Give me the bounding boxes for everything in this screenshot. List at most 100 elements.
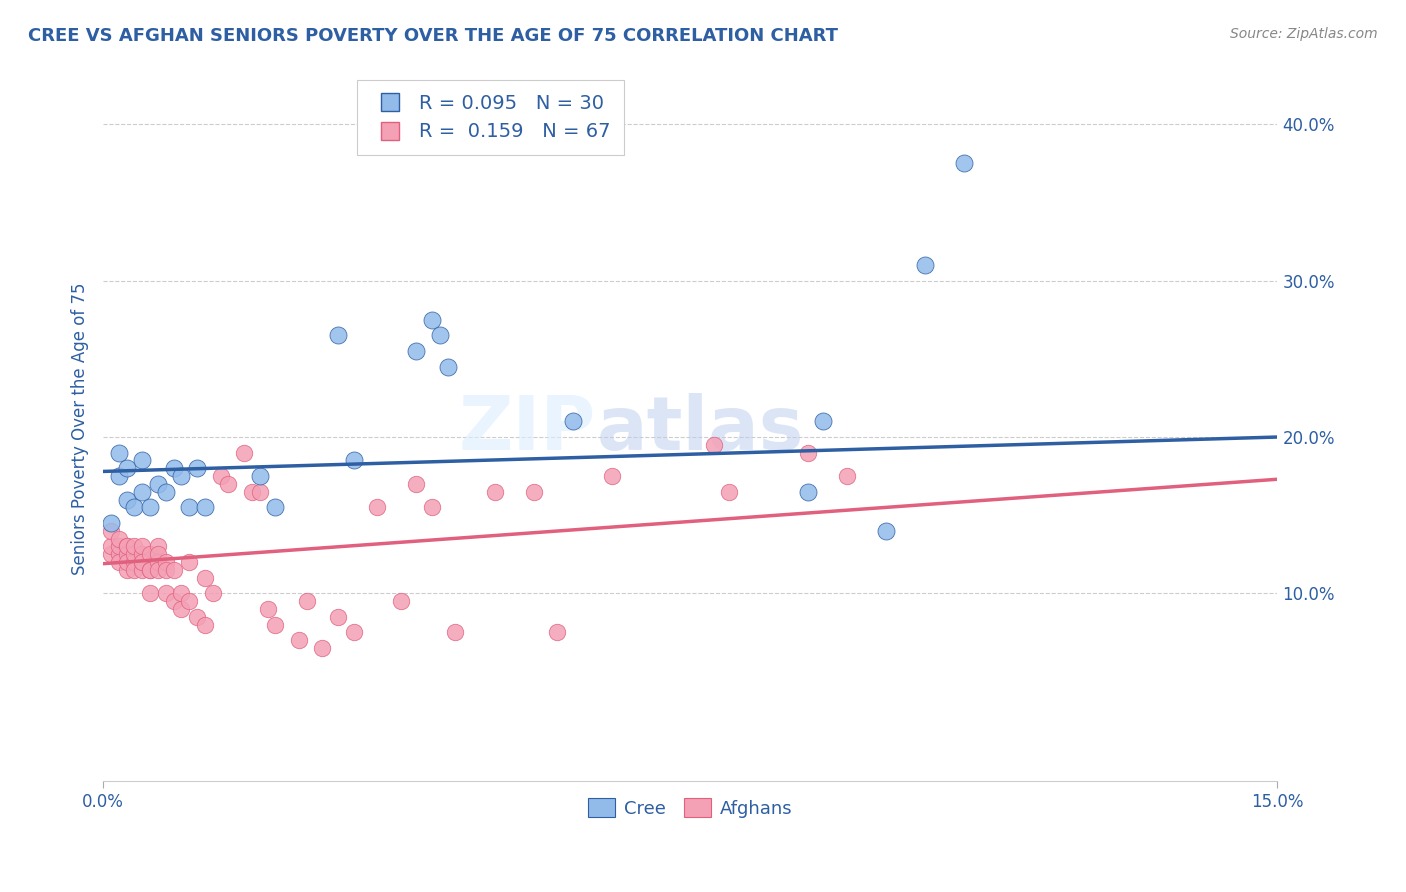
Text: atlas: atlas: [596, 392, 804, 466]
Point: [115, 563, 138, 577]
Point: [249, 469, 271, 483]
Point: [703, 438, 725, 452]
Point: [179, 594, 201, 608]
Point: [131, 484, 153, 499]
Point: [124, 563, 146, 577]
Point: [326, 328, 349, 343]
Point: [146, 563, 169, 577]
Point: [953, 156, 976, 170]
Point: [131, 555, 153, 569]
Point: [179, 500, 201, 515]
Text: ZIP: ZIP: [460, 392, 596, 466]
Point: [264, 617, 287, 632]
Point: [155, 563, 177, 577]
Point: [115, 547, 138, 561]
Point: [139, 547, 162, 561]
Point: [436, 359, 458, 374]
Point: [115, 540, 138, 554]
Point: [107, 555, 129, 569]
Point: [146, 547, 169, 561]
Point: [115, 492, 138, 507]
Point: [240, 484, 263, 499]
Point: [256, 602, 278, 616]
Point: [343, 453, 366, 467]
Point: [107, 532, 129, 546]
Point: [311, 641, 333, 656]
Point: [561, 414, 583, 428]
Point: [201, 586, 224, 600]
Point: [115, 540, 138, 554]
Point: [162, 461, 184, 475]
Point: [139, 563, 162, 577]
Point: [813, 414, 835, 428]
Point: [124, 540, 146, 554]
Point: [107, 547, 129, 561]
Point: [194, 571, 217, 585]
Point: [155, 555, 177, 569]
Point: [124, 547, 146, 561]
Point: [186, 610, 208, 624]
Point: [796, 445, 818, 459]
Point: [523, 484, 546, 499]
Point: [139, 500, 162, 515]
Point: [155, 484, 177, 499]
Point: [124, 555, 146, 569]
Point: [139, 563, 162, 577]
Point: [835, 469, 858, 483]
Point: [162, 563, 184, 577]
Point: [209, 469, 232, 483]
Point: [170, 602, 193, 616]
Point: [170, 586, 193, 600]
Point: [115, 461, 138, 475]
Point: [217, 477, 239, 491]
Point: [405, 477, 427, 491]
Point: [194, 617, 217, 632]
Point: [107, 469, 129, 483]
Point: [249, 484, 271, 499]
Point: [124, 500, 146, 515]
Legend: Cree, Afghans: Cree, Afghans: [581, 791, 800, 825]
Text: CREE VS AFGHAN SENIORS POVERTY OVER THE AGE OF 75 CORRELATION CHART: CREE VS AFGHAN SENIORS POVERTY OVER THE …: [28, 27, 838, 45]
Point: [186, 461, 208, 475]
Point: [194, 500, 217, 515]
Point: [600, 469, 623, 483]
Point: [100, 516, 122, 530]
Point: [100, 540, 122, 554]
Point: [179, 555, 201, 569]
Point: [546, 625, 568, 640]
Point: [295, 594, 318, 608]
Point: [131, 453, 153, 467]
Point: [264, 500, 287, 515]
Point: [366, 500, 388, 515]
Point: [146, 477, 169, 491]
Point: [288, 633, 311, 648]
Point: [405, 344, 427, 359]
Point: [914, 258, 936, 272]
Point: [131, 563, 153, 577]
Point: [131, 555, 153, 569]
Point: [131, 547, 153, 561]
Point: [420, 500, 443, 515]
Point: [115, 555, 138, 569]
Point: [155, 586, 177, 600]
Point: [139, 586, 162, 600]
Point: [343, 625, 366, 640]
Y-axis label: Seniors Poverty Over the Age of 75: Seniors Poverty Over the Age of 75: [72, 283, 89, 575]
Point: [429, 328, 451, 343]
Point: [162, 594, 184, 608]
Point: [170, 469, 193, 483]
Point: [326, 610, 349, 624]
Point: [444, 625, 467, 640]
Point: [100, 547, 122, 561]
Point: [131, 540, 153, 554]
Point: [146, 540, 169, 554]
Point: [107, 540, 129, 554]
Point: [796, 484, 818, 499]
Point: [100, 524, 122, 538]
Point: [420, 312, 443, 326]
Point: [875, 524, 897, 538]
Point: [389, 594, 412, 608]
Point: [718, 484, 741, 499]
Point: [233, 445, 256, 459]
Point: [107, 445, 129, 459]
